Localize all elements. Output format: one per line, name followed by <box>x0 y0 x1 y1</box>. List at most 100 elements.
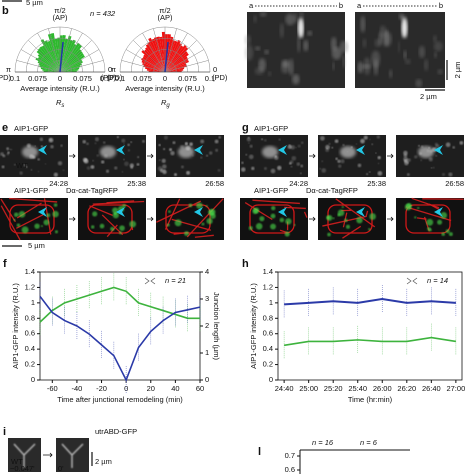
gfp-green <box>271 205 276 211</box>
wedge <box>41 45 60 72</box>
speckle <box>6 147 10 150</box>
wedge <box>60 35 72 72</box>
x-axis-label: Time (hr:min) <box>348 395 393 404</box>
row-label: AIP1-GFP <box>14 124 48 133</box>
plot-name-sub: s <box>61 103 64 109</box>
speckle <box>403 50 407 60</box>
speckle <box>357 163 362 168</box>
gfp-green <box>184 231 189 237</box>
row-label-red: Dα-cat-TagRFP <box>66 186 118 195</box>
speckle <box>158 159 161 161</box>
cell-edge <box>92 200 145 205</box>
speckle <box>102 141 106 144</box>
speckle <box>340 159 345 164</box>
gfp-green <box>99 223 105 229</box>
speckle <box>377 156 381 160</box>
y-tick-label: 0 <box>31 375 35 384</box>
wedge <box>50 32 60 72</box>
gfp-green <box>332 217 335 220</box>
speckle <box>432 166 435 169</box>
speckle <box>335 157 338 161</box>
gfp-green <box>52 210 59 218</box>
speckle <box>332 61 335 71</box>
speckle <box>263 167 267 171</box>
gfp-green <box>293 223 296 226</box>
speckle <box>60 144 63 147</box>
speckle <box>371 50 381 68</box>
gfp-green <box>13 212 19 218</box>
speckle <box>432 35 437 43</box>
plot-name: Rg <box>161 98 170 109</box>
speckle <box>267 71 272 77</box>
x-tick-label: 26:00 <box>373 384 392 393</box>
gfp-green <box>119 231 122 235</box>
cyan-arrowhead <box>434 145 443 155</box>
speckle <box>371 143 373 146</box>
gfp-green <box>414 216 417 219</box>
speckle <box>10 148 13 151</box>
mean-vector <box>164 41 169 73</box>
polar-right-sub: (PD) <box>107 73 123 82</box>
y-tick-label: 1.2 <box>25 282 35 291</box>
gfp-green <box>110 226 115 231</box>
y-tick-label: 0.4 <box>263 344 273 353</box>
speckle <box>121 138 126 143</box>
sample-n: n = 6 <box>360 438 378 447</box>
speckle <box>375 152 377 154</box>
y-tick-label: 1.4 <box>25 267 35 276</box>
polar-spoke <box>164 40 197 73</box>
cell-edge-box <box>249 204 295 234</box>
speckle <box>404 161 409 166</box>
gfp-spot <box>178 146 194 158</box>
y-tick-label: 0.2 <box>263 360 273 369</box>
y-tick-label: 1.2 <box>263 282 273 291</box>
speckle <box>244 44 254 61</box>
x-tick-label: 25:00 <box>299 384 318 393</box>
plot-name-sub: g <box>166 103 170 109</box>
wedge <box>60 39 76 72</box>
gfp-spot <box>418 146 434 158</box>
speckle <box>278 138 281 141</box>
panel-label: f <box>3 258 7 270</box>
wedge <box>165 47 189 72</box>
speckle <box>368 171 371 173</box>
wedge <box>165 63 187 72</box>
time-label: 26:58 <box>205 179 224 188</box>
speckle <box>430 167 433 169</box>
plot-name: Rs <box>56 98 64 109</box>
gfp-green <box>344 218 348 222</box>
speckle <box>301 141 304 144</box>
speckle <box>334 139 339 144</box>
time-label: 25:38 <box>367 179 386 188</box>
cyan-arrowhead <box>278 207 287 217</box>
speckle <box>434 142 438 146</box>
speckle <box>136 163 140 166</box>
speckle <box>123 142 125 145</box>
x-tick-label: 60 <box>196 384 204 393</box>
y-tick-label: 0.6 <box>263 329 273 338</box>
speckle <box>362 38 367 48</box>
x-tick-label: 26:20 <box>397 384 416 393</box>
gfp-green <box>270 223 277 230</box>
polar-spoke <box>153 28 166 73</box>
speckle <box>270 168 276 174</box>
speckle <box>92 159 94 162</box>
speckle <box>30 169 33 171</box>
gfp-green <box>445 229 450 234</box>
speckle <box>186 170 190 175</box>
speckle <box>290 165 293 168</box>
polar-right: 0 <box>213 65 217 74</box>
speckle <box>404 58 411 65</box>
polar-spoke <box>16 60 61 73</box>
gfp-green <box>441 232 446 236</box>
data-line <box>39 295 201 382</box>
gfp-green <box>255 222 263 230</box>
gfp-green <box>46 213 51 218</box>
speckle <box>50 145 54 149</box>
gfp-green <box>326 215 330 220</box>
gfp-green <box>119 225 125 232</box>
speckle <box>241 161 244 164</box>
gfp-spot <box>340 146 356 158</box>
wedge <box>156 36 165 72</box>
speckle <box>101 160 105 164</box>
